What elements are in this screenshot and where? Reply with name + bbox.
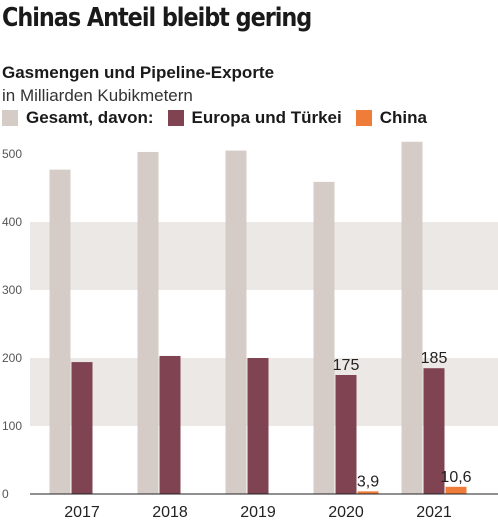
data-labels: 175 3,9 185 10,6 [333,350,472,490]
legend-swatch-europa [167,110,184,126]
x-tick-label: 2018 [152,504,188,521]
bar-gesamt-davon-2019 [225,150,247,494]
x-tick-label: 2021 [416,504,452,521]
legend: Gesamt, davon: Europa und Türkei China [2,108,441,128]
legend-label-gesamt: Gesamt, davon: [26,108,154,127]
y-tick-label: 400 [2,215,22,229]
bar-europa-und-t-rkei-2019 [247,358,269,494]
x-tick-label: 2017 [64,504,100,521]
legend-item-china: China [355,108,427,128]
bar-europa-und-t-rkei-2020 [335,375,357,494]
chart-subtitle: Gasmengen und Pipeline-Exporte [2,63,275,82]
data-label: 185 [421,350,448,367]
x-tick-label: 2020 [328,504,364,521]
legend-label-china: China [379,108,427,127]
legend-item-gesamt: Gesamt, davon: [2,108,154,128]
y-tick-label: 500 [2,147,22,161]
x-axis: 2017 2018 2019 2020 2021 [30,493,498,521]
bar-china-2021 [445,486,467,494]
legend-swatch-gesamt [2,110,18,126]
bar-europa-und-t-rkei-2017 [71,362,93,494]
bar-europa-und-t-rkei-2021 [423,368,445,494]
y-tick-label: 200 [2,351,22,365]
data-label: 10,6 [440,469,471,486]
unit-label: in Milliarden Kubikmetern [2,86,193,105]
y-tick-label: 0 [2,487,9,501]
bar-gesamt-davon-2020 [313,181,335,494]
grid-band [30,222,498,290]
bar-gesamt-davon-2018 [137,151,159,494]
bar-gesamt-davon-2021 [401,141,423,494]
y-tick-label: 100 [2,419,22,433]
legend-swatch-china [355,110,372,126]
legend-item-europa: Europa und Türkei [167,108,342,128]
bar-europa-und-t-rkei-2018 [159,355,181,494]
y-tick-label: 300 [2,283,22,297]
bar-gesamt-davon-2017 [49,169,71,494]
x-tick-label: 2019 [240,504,276,521]
data-label: 3,9 [357,473,379,490]
chart-title: Chinas Anteil bleibt gering [2,3,312,33]
bars [49,141,467,494]
legend-label-europa: Europa und Türkei [191,108,342,127]
bar-china-2020 [357,491,379,494]
y-axis: 0 100 200 300 400 500 [2,147,22,501]
data-label: 175 [333,357,360,374]
